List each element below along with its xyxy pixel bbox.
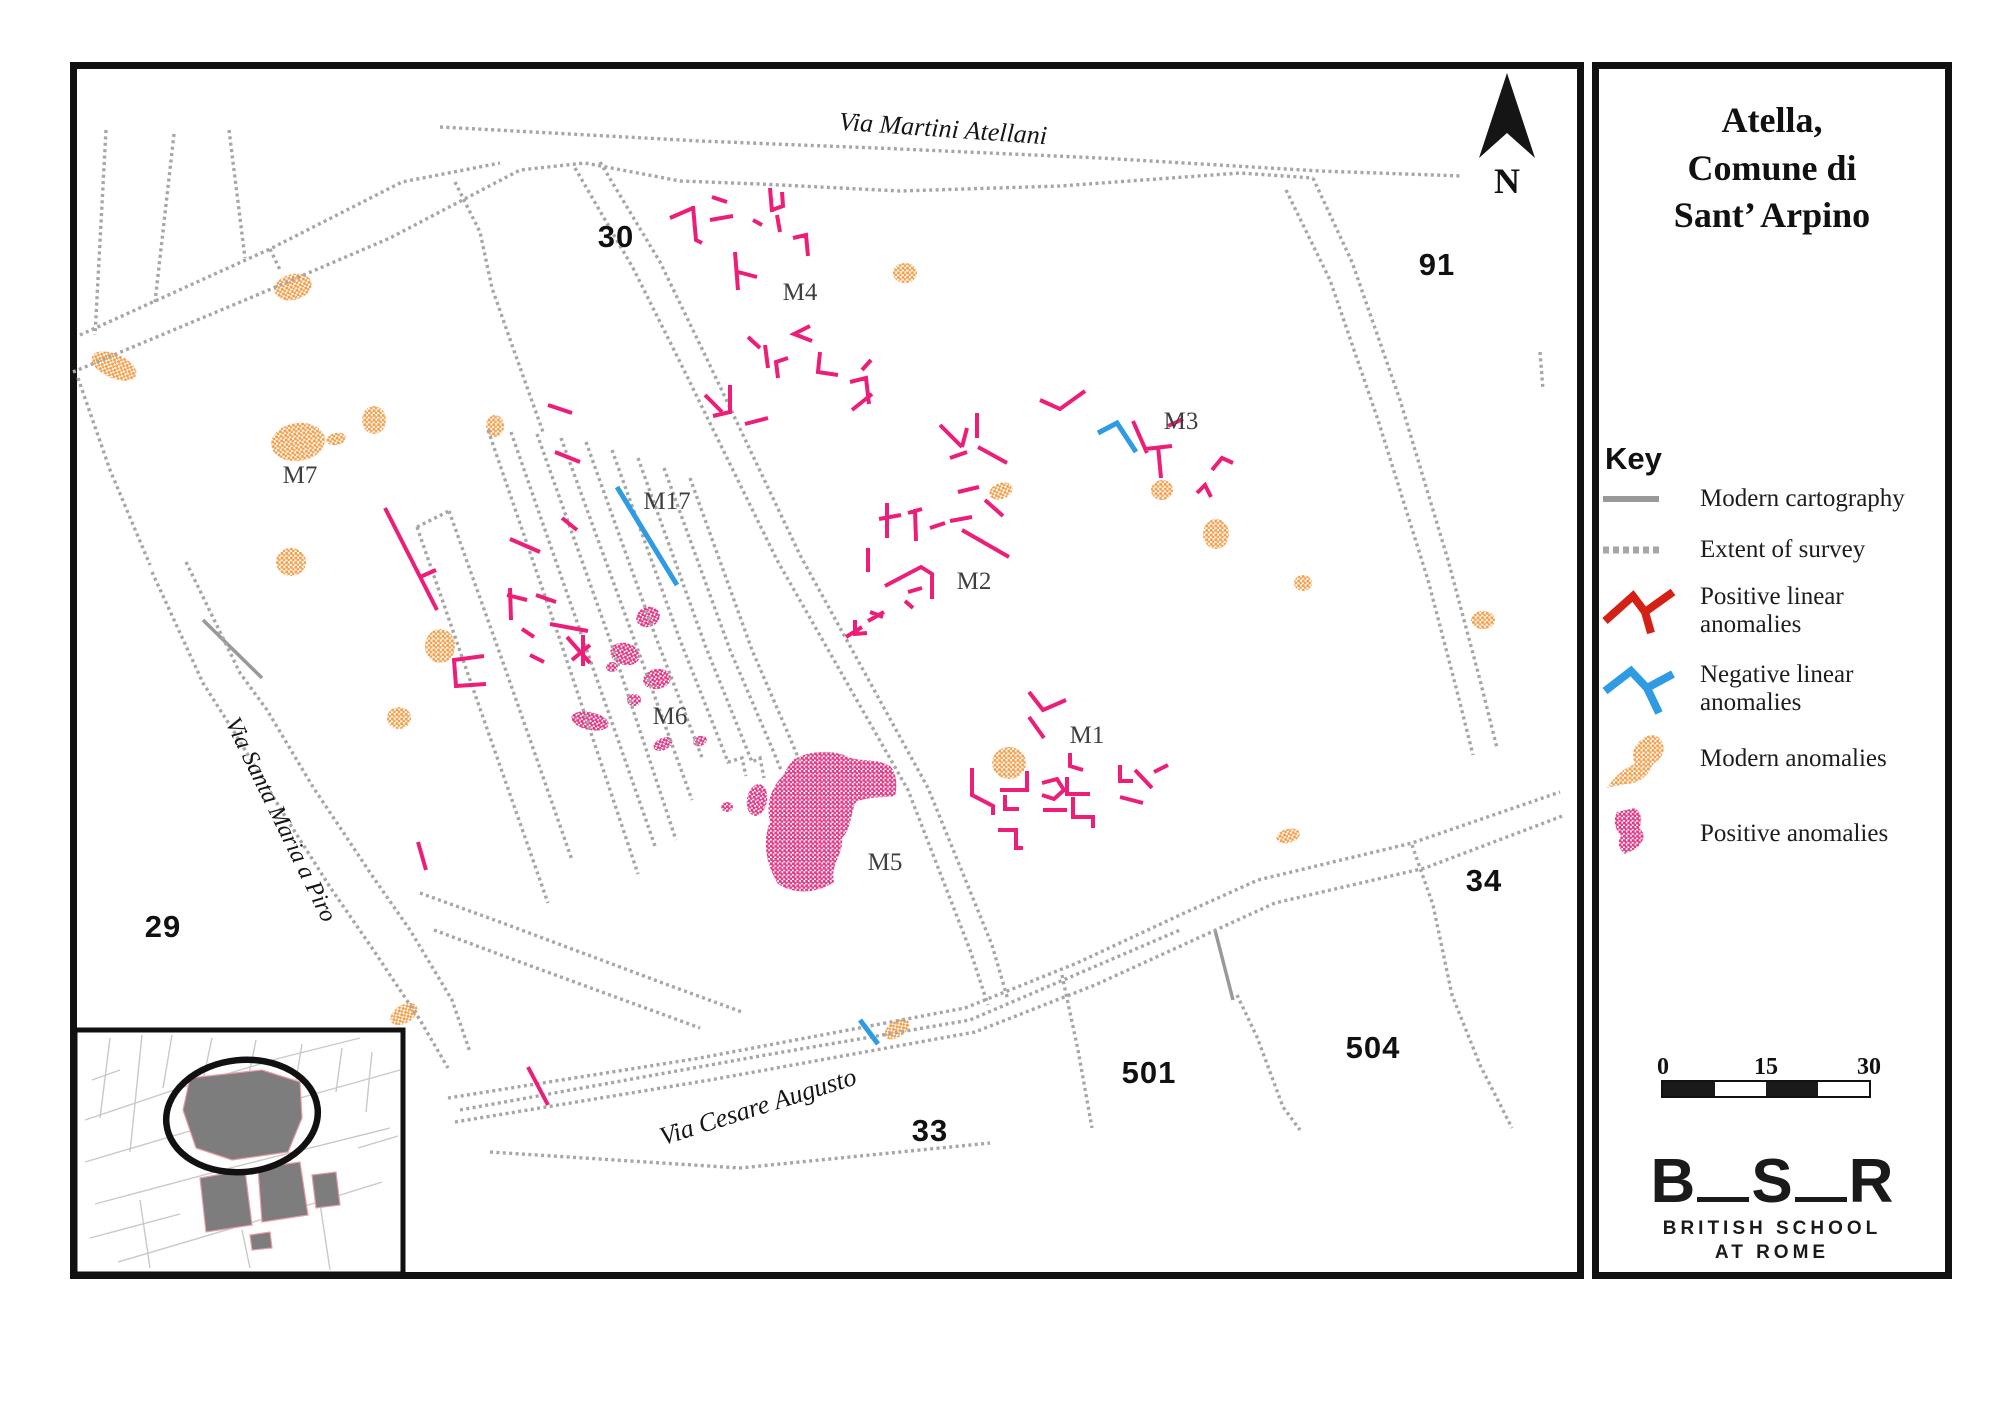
modern-cartography-swatch-icon bbox=[1603, 496, 1659, 502]
negative-linear-anomalies bbox=[614, 419, 1139, 1046]
key-panel: Atella, Comune di Sant’ Arpino Key Moder… bbox=[1592, 62, 1952, 1279]
modern-anomalies-swatch-icon bbox=[1607, 735, 1664, 788]
bsr-letter-b: B bbox=[1650, 1147, 1696, 1216]
key-row-modern-cartography: Modern cartography bbox=[1599, 469, 1945, 529]
bsr-logo-line bbox=[1697, 1196, 1750, 1202]
parcel-label-29: 29 bbox=[144, 909, 182, 944]
key-row-positive-anomalies: Positive anomalies bbox=[1599, 804, 1945, 864]
scale-bar-numbers: 0 15 30 bbox=[1657, 1054, 1881, 1080]
bsr-rome-text: AT ROME bbox=[1714, 1241, 1830, 1263]
parcel-label-34: 34 bbox=[1465, 863, 1503, 898]
anomaly-label-m4: M4 bbox=[782, 279, 818, 306]
bsr-letter-r: R bbox=[1848, 1147, 1894, 1216]
negative-linear-swatch-icon bbox=[1602, 665, 1675, 715]
anomaly-label-m17: M17 bbox=[643, 488, 691, 515]
bsr-logo-line bbox=[1794, 1196, 1847, 1202]
anomaly-label-m5: M5 bbox=[867, 849, 903, 876]
positive-anomalies-swatch-icon bbox=[1614, 808, 1644, 854]
key-heading: Key bbox=[1605, 441, 1662, 476]
scale-bar: 0 15 30 bbox=[1657, 1054, 1881, 1098]
parcel-label-91: 91 bbox=[1418, 247, 1456, 282]
map-title-line3: Sant’ Arpino bbox=[1673, 195, 1871, 236]
map-title-line1: Atella, bbox=[1721, 100, 1823, 140]
scale-bar-segments bbox=[1661, 1080, 1871, 1098]
bsr-school-text: BRITISH SCHOOL bbox=[1662, 1217, 1882, 1239]
anomaly-label-m1: M1 bbox=[1069, 722, 1105, 749]
anomaly-label-m7: M7 bbox=[282, 462, 318, 489]
key-label: Modern cartography bbox=[1700, 485, 1905, 512]
bsr-logo: B S R BRITISH SCHOOL AT ROME bbox=[1599, 1147, 1945, 1264]
parcel-label-501: 501 bbox=[1121, 1055, 1177, 1090]
anomaly-label-m6: M6 bbox=[652, 703, 688, 730]
positive-linear-swatch-icon bbox=[1602, 588, 1676, 635]
scale-tick-30: 30 bbox=[1857, 1054, 1881, 1080]
parcel-label-33: 33 bbox=[911, 1113, 949, 1148]
north-arrow-icon bbox=[1479, 73, 1535, 158]
inset-location-map bbox=[72, 1027, 406, 1277]
positive-anomaly-blobs bbox=[571, 606, 897, 892]
parcel-label-504: 504 bbox=[1345, 1030, 1401, 1065]
key-label: Positive linear anomalies bbox=[1700, 583, 1844, 638]
positive-linear-anomalies bbox=[383, 187, 1234, 1106]
key-row-extent-of-survey: Extent of survey bbox=[1599, 520, 1945, 580]
bsr-letter-s: S bbox=[1751, 1147, 1793, 1216]
modern-anomaly-blobs bbox=[91, 263, 1495, 1040]
map-title: Atella, Comune di Sant’ Arpino bbox=[1599, 97, 1945, 240]
anomaly-label-m2: M2 bbox=[956, 568, 992, 595]
key-row-negative-linear: Negative linear anomalies bbox=[1599, 659, 1945, 719]
key-label: Extent of survey bbox=[1700, 536, 1866, 563]
scale-tick-0: 0 bbox=[1657, 1054, 1669, 1080]
parcel-label-30: 30 bbox=[597, 219, 635, 254]
extent-of-survey-swatch-icon bbox=[1603, 546, 1661, 554]
survey-extent-lines bbox=[72, 125, 1566, 1170]
key-row-positive-linear: Positive linear anomalies bbox=[1599, 581, 1945, 641]
scale-tick-15: 15 bbox=[1754, 1054, 1778, 1080]
north-label: N bbox=[1494, 161, 1520, 201]
key-label: Negative linear anomalies bbox=[1700, 661, 1854, 716]
key-label: Modern anomalies bbox=[1700, 745, 1887, 772]
map-title-line2: Comune di bbox=[1687, 147, 1857, 188]
key-row-modern-anomalies: Modern anomalies bbox=[1599, 729, 1945, 789]
inset-highlight-ellipse bbox=[162, 1056, 322, 1176]
key-label: Positive anomalies bbox=[1700, 820, 1889, 847]
modern-cartography-lines bbox=[201, 618, 1235, 1001]
anomaly-label-m3: M3 bbox=[1163, 408, 1199, 435]
inset-survey-patches bbox=[182, 1069, 341, 1251]
